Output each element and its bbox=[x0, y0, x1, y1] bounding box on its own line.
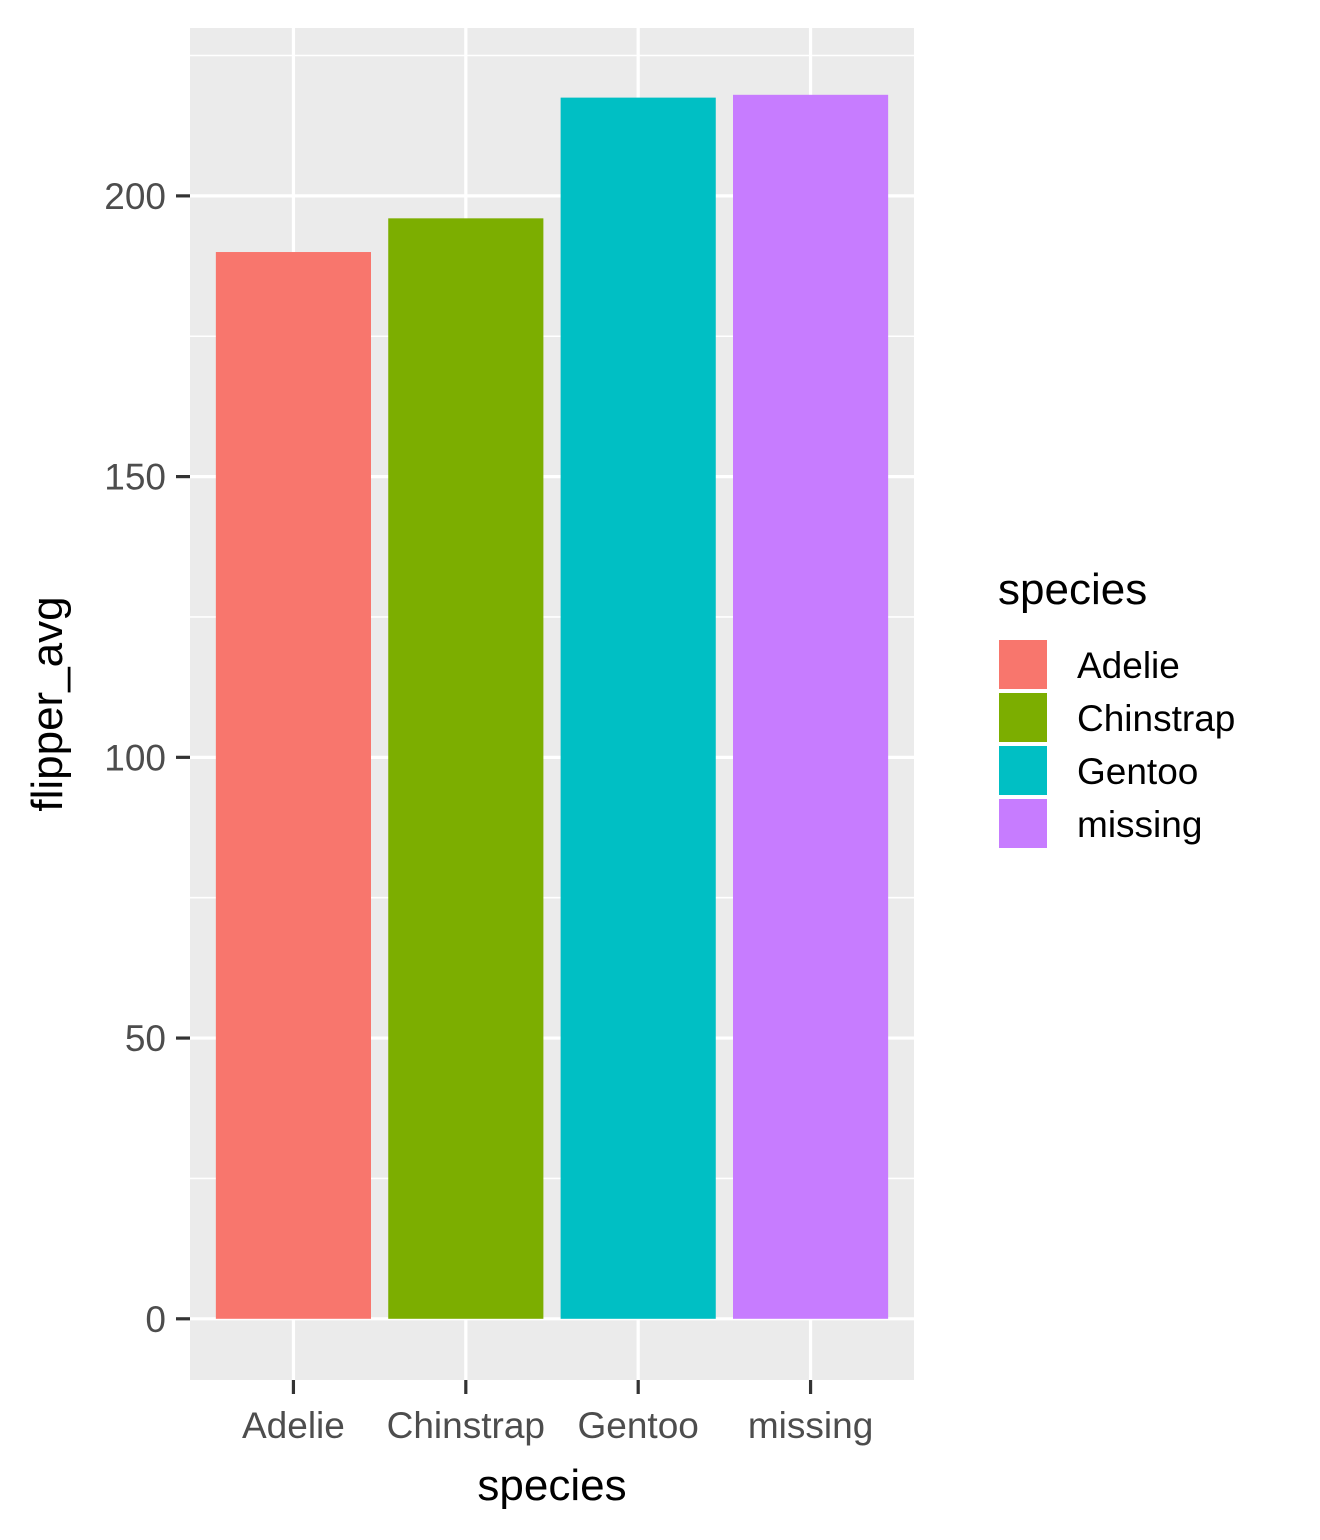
y-tick-label: 100 bbox=[104, 737, 166, 778]
y-axis: 0 50 100 150 200 bbox=[104, 176, 190, 1340]
y-tick-label: 200 bbox=[104, 176, 166, 217]
legend-label-chinstrap: Chinstrap bbox=[1077, 698, 1235, 739]
bar-missing bbox=[733, 94, 889, 1319]
y-axis-title: flipper_avg bbox=[23, 596, 72, 811]
x-tick-label: Gentoo bbox=[578, 1405, 699, 1446]
legend-key-chinstrap bbox=[997, 691, 1049, 744]
y-tick-label: 0 bbox=[145, 1299, 166, 1340]
legend-label-adelie: Adelie bbox=[1077, 645, 1180, 686]
bar-chinstrap bbox=[388, 218, 544, 1319]
legend-title: species bbox=[998, 565, 1147, 614]
legend-label-gentoo: Gentoo bbox=[1077, 751, 1198, 792]
y-tick-label: 50 bbox=[125, 1018, 166, 1059]
bars bbox=[215, 94, 889, 1319]
x-tick-label: Chinstrap bbox=[387, 1405, 545, 1446]
legend-key-gentoo bbox=[997, 744, 1049, 797]
y-tick-label: 150 bbox=[104, 457, 166, 498]
x-axis-title: species bbox=[477, 1461, 626, 1510]
x-tick-label: Adelie bbox=[242, 1405, 345, 1446]
legend: species Adelie Chinstrap Gentoo missing bbox=[997, 565, 1235, 850]
legend-label-missing: missing bbox=[1077, 804, 1202, 845]
bar-gentoo bbox=[560, 97, 716, 1319]
x-axis: Adelie Chinstrap Gentoo missing bbox=[242, 1380, 873, 1446]
bar-adelie bbox=[215, 252, 371, 1319]
legend-key-adelie bbox=[997, 638, 1049, 691]
legend-key-missing bbox=[997, 797, 1049, 850]
x-tick-label: missing bbox=[748, 1405, 873, 1446]
